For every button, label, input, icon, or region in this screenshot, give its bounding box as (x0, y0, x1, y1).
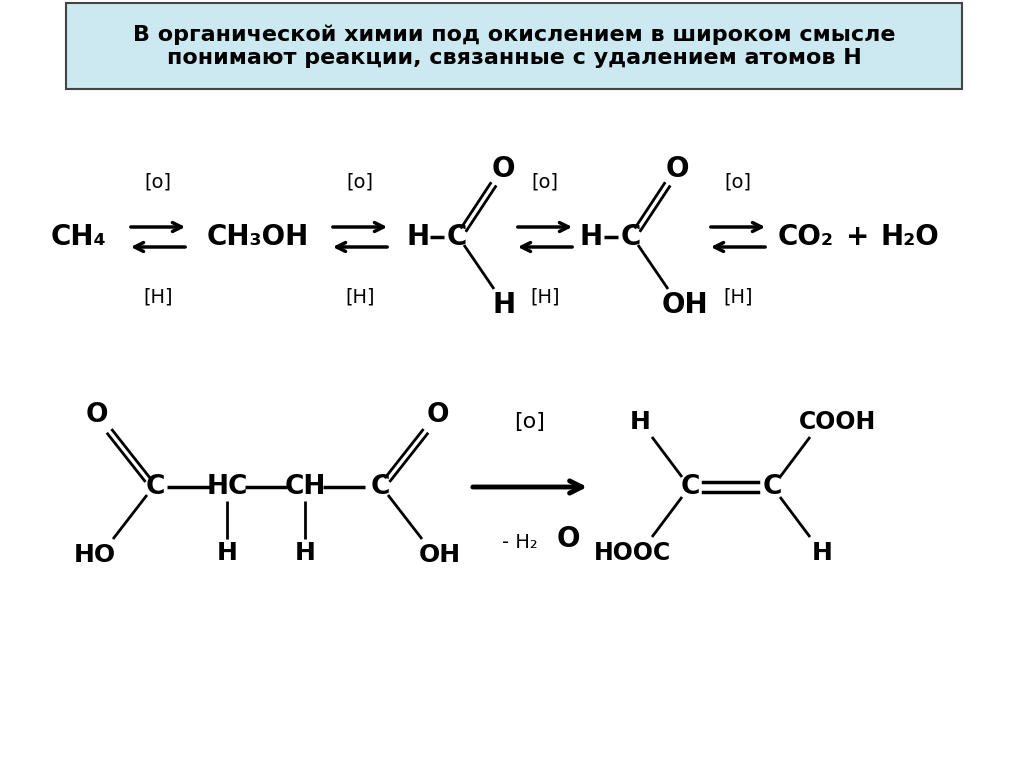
Text: O: O (86, 402, 109, 428)
Text: O: O (556, 525, 580, 553)
Text: O: O (492, 155, 515, 183)
Text: H₂O: H₂O (881, 223, 939, 251)
Text: [H]: [H] (530, 288, 560, 307)
Text: HC: HC (206, 474, 248, 500)
Text: C: C (762, 474, 781, 500)
Text: В органической химии под окислением в широком смысле
понимают реакции, связанные: В органической химии под окислением в ши… (133, 24, 895, 67)
Text: CH₄: CH₄ (50, 223, 105, 251)
Text: O: O (666, 155, 689, 183)
Text: [о]: [о] (725, 173, 752, 192)
Text: H: H (216, 541, 238, 565)
Text: H: H (630, 410, 650, 434)
Text: - H₂: - H₂ (502, 532, 538, 551)
Text: H: H (407, 223, 429, 251)
Text: [о]: [о] (531, 173, 558, 192)
Text: CH: CH (285, 474, 326, 500)
Text: HOOC: HOOC (593, 541, 671, 565)
Text: [H]: [H] (143, 288, 173, 307)
Text: C: C (680, 474, 699, 500)
FancyBboxPatch shape (66, 3, 962, 89)
Text: OH: OH (662, 291, 709, 319)
Text: H: H (580, 223, 602, 251)
Text: CH₃OH: CH₃OH (207, 223, 309, 251)
Text: [о]: [о] (346, 173, 374, 192)
Text: H: H (295, 541, 315, 565)
Text: HO: HO (74, 543, 116, 567)
Text: C: C (621, 223, 641, 251)
Text: H: H (812, 541, 833, 565)
Text: OH: OH (419, 543, 461, 567)
Text: [о]: [о] (144, 173, 171, 192)
Text: COOH: COOH (799, 410, 876, 434)
Text: CO₂: CO₂ (778, 223, 834, 251)
Text: C: C (371, 474, 390, 500)
Text: C: C (446, 223, 467, 251)
Text: [H]: [H] (345, 288, 375, 307)
Text: C: C (145, 474, 165, 500)
Text: H: H (493, 291, 515, 319)
Text: +: + (846, 223, 869, 251)
Text: [о]: [о] (515, 412, 546, 432)
Text: O: O (427, 402, 450, 428)
Text: [H]: [H] (723, 288, 753, 307)
